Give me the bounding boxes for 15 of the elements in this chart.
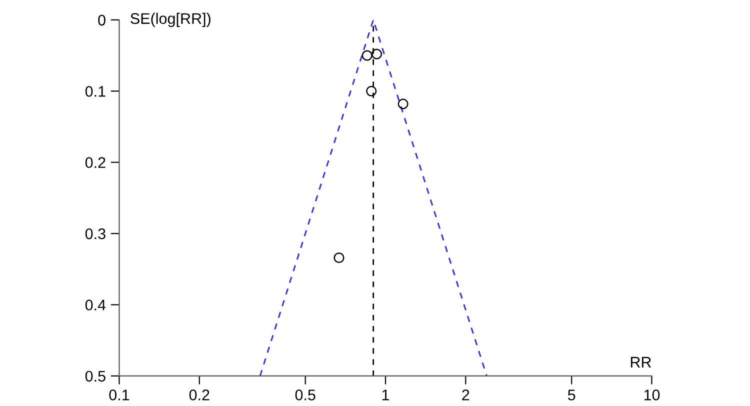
x-tick-label: 0.2	[189, 390, 210, 400]
x-axis-title: RR	[630, 356, 652, 368]
y-axis-title: SE(log[RR])	[130, 12, 210, 28]
y-tick-label: 0.3	[85, 228, 106, 240]
x-tick-label: 2	[462, 390, 470, 400]
y-tick-label: 0.5	[85, 370, 106, 382]
x-tick-label: 10	[644, 390, 660, 400]
x-tick-label: 1	[382, 390, 390, 400]
x-tick-label: 5	[568, 390, 576, 400]
y-tick-label: 0	[98, 14, 106, 26]
y-tick-label: 0.2	[85, 157, 106, 168]
y-tick-label: 0.1	[85, 86, 106, 97]
x-tick-label: 0.5	[295, 390, 316, 400]
y-tick-label: 0.4	[85, 300, 106, 310]
x-tick-label: 0.1	[109, 390, 130, 400]
